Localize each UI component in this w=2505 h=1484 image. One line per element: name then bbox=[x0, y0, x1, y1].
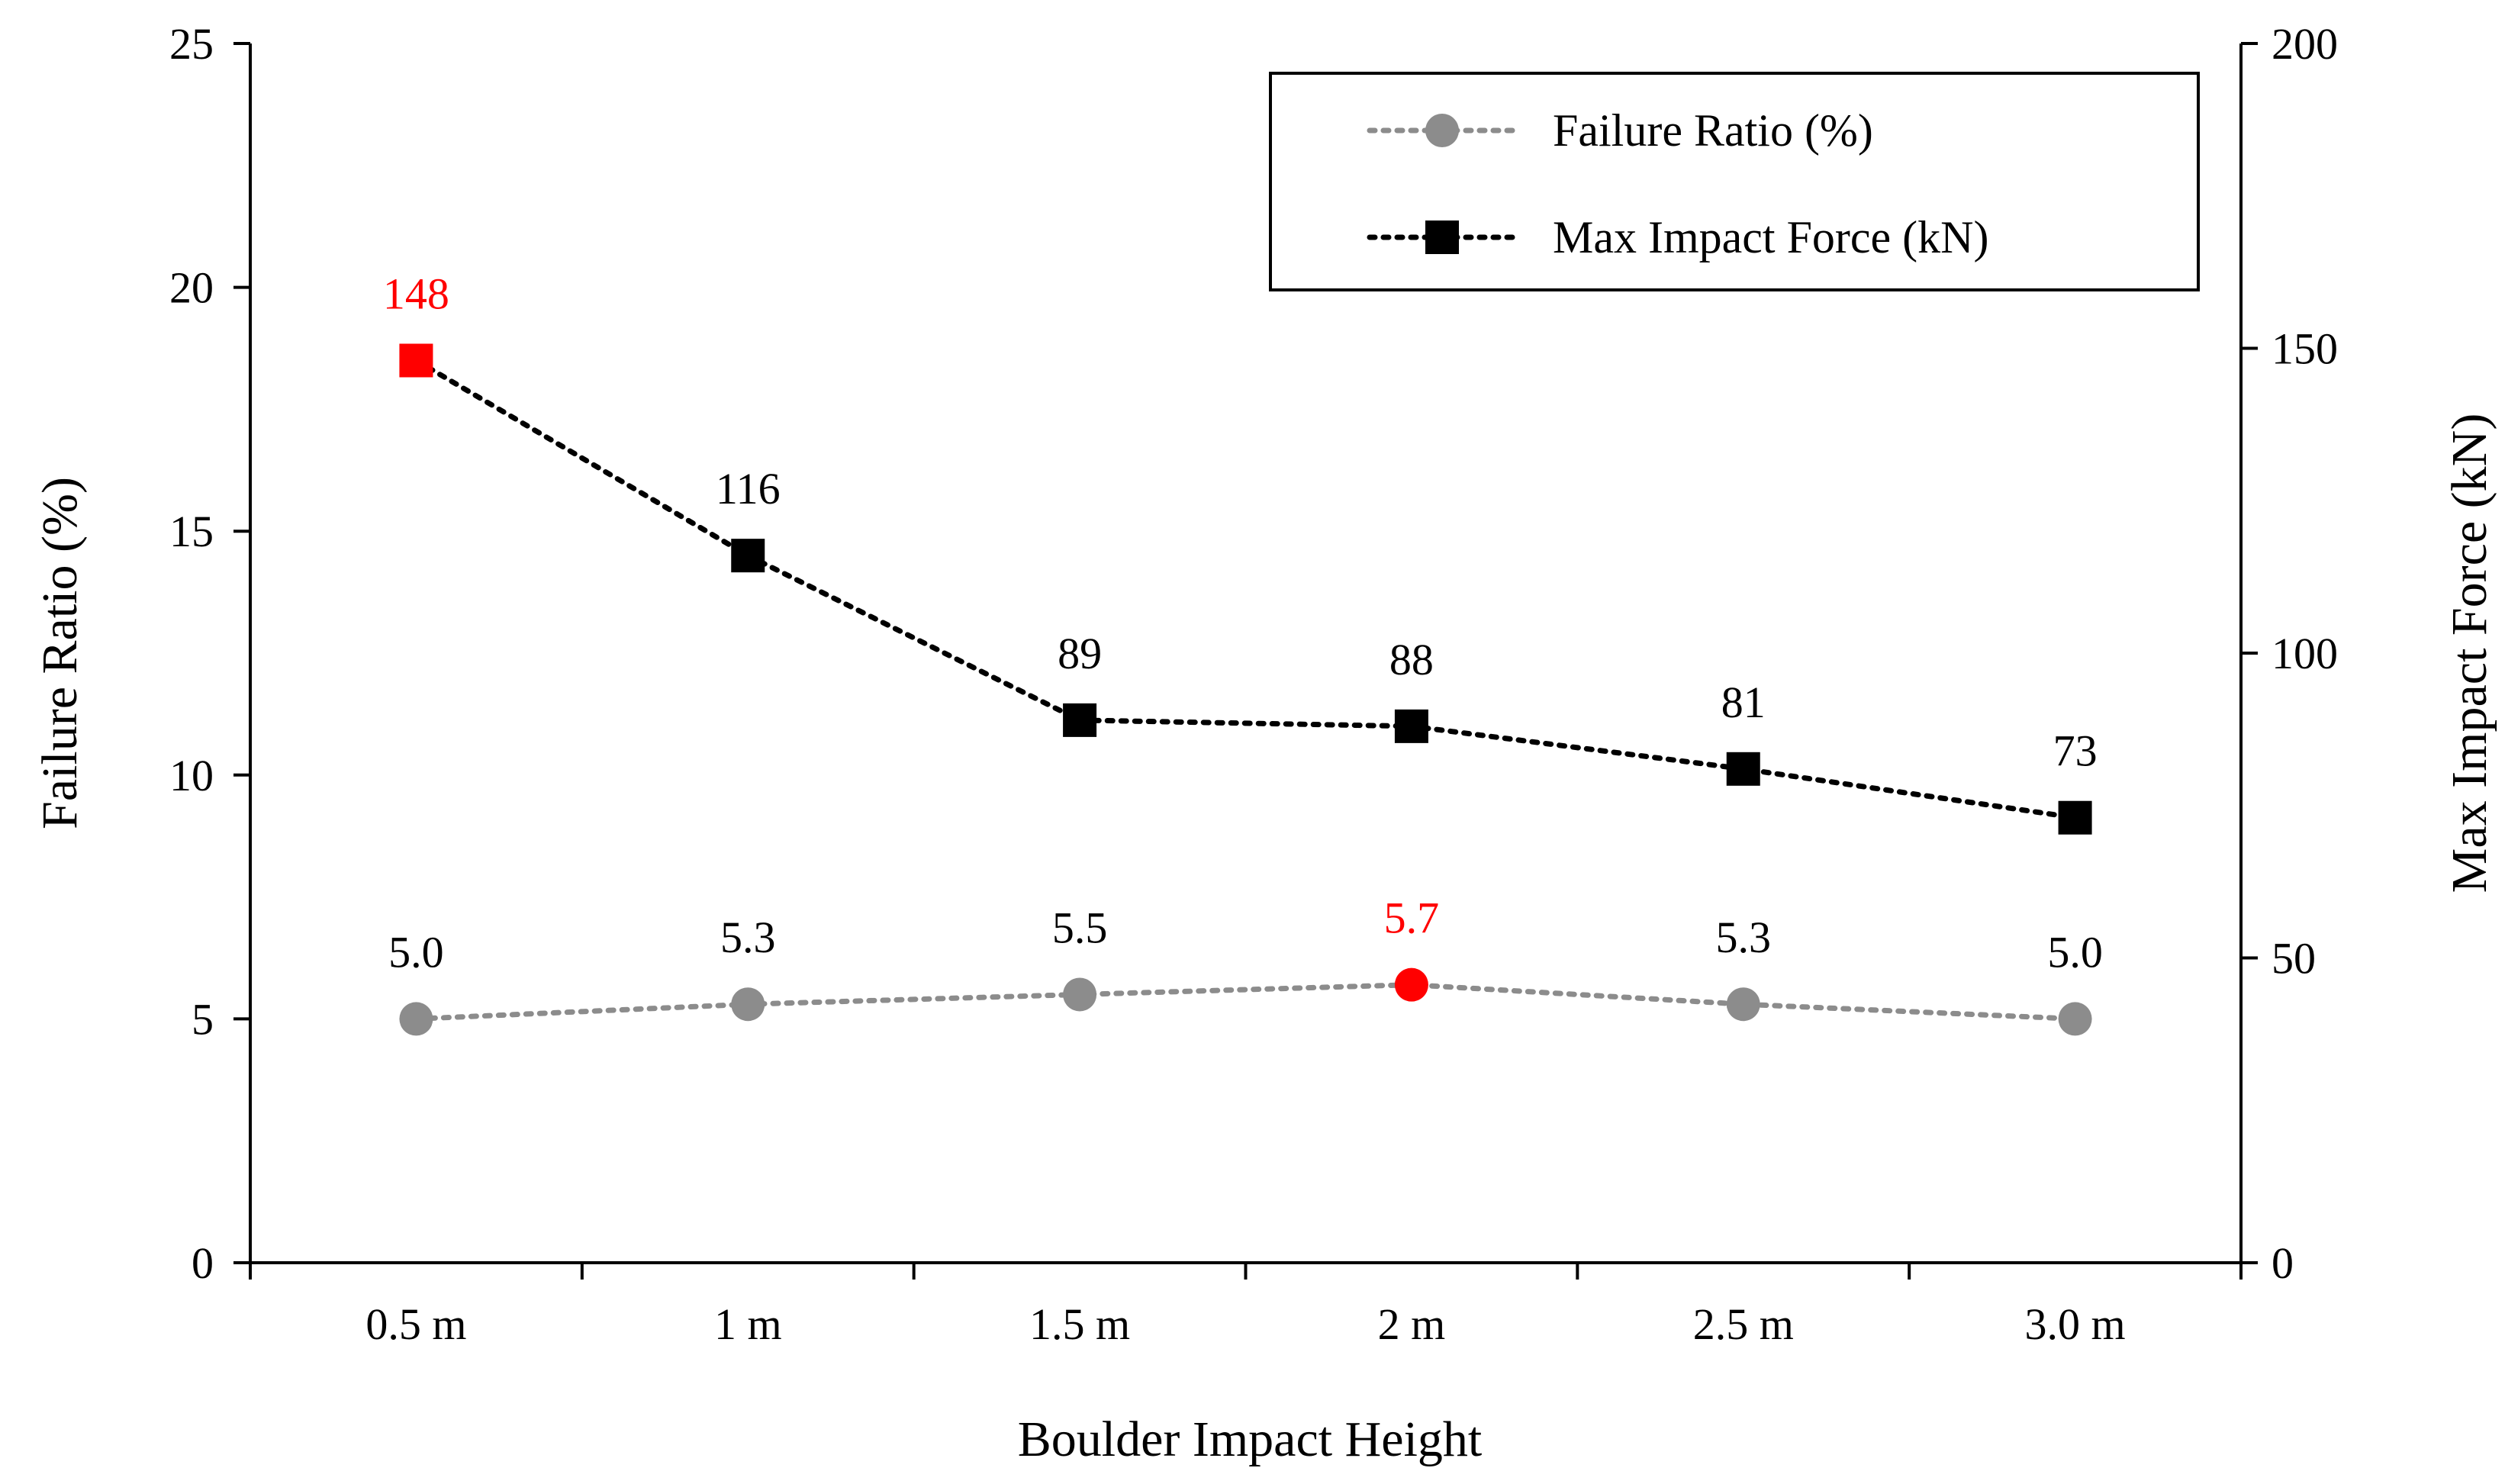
right-y-tick-label: 100 bbox=[2272, 629, 2338, 678]
x-tick-label: 2.5 m bbox=[1693, 1299, 1794, 1349]
max-impact-force-data-label: 73 bbox=[2053, 726, 2098, 776]
right-y-tick-label: 50 bbox=[2272, 934, 2316, 983]
failure-ratio-data-label: 5.7 bbox=[1384, 893, 1440, 943]
max-impact-force-point bbox=[399, 343, 433, 378]
x-tick-label: 0.5 m bbox=[365, 1299, 466, 1349]
failure-ratio-data-label: 5.0 bbox=[2047, 927, 2103, 977]
max-impact-force-data-label: 89 bbox=[1058, 629, 1102, 678]
max-impact-force-point bbox=[2058, 800, 2092, 835]
x-axis-ticks: 0.5 m 1 m 1.5 m 2 m 2.5 m 3.0 m bbox=[249, 1263, 2243, 1349]
failure-ratio-point bbox=[2058, 1002, 2092, 1036]
left-y-tick-label: 10 bbox=[169, 751, 214, 800]
left-y-axis-ticks: 0 5 10 15 20 25 bbox=[169, 19, 250, 1288]
right-y-axis-ticks: 0 50 100 150 200 bbox=[2241, 19, 2338, 1288]
left-y-axis-title: Failure Ratio (%) bbox=[32, 477, 88, 829]
max-impact-force-point bbox=[1726, 752, 1760, 786]
max-impact-force-data-label: 88 bbox=[1389, 635, 1434, 684]
x-axis-title: Boulder Impact Height bbox=[1018, 1412, 1483, 1467]
max-impact-force-data-label: 116 bbox=[716, 464, 781, 513]
max-impact-force-series-line bbox=[413, 357, 2078, 821]
x-tick-label: 2 m bbox=[1378, 1299, 1446, 1349]
legend: Failure Ratio (%) Max Impact Force (kN) bbox=[1269, 72, 2200, 291]
max-impact-force-data-label: 81 bbox=[1721, 678, 1766, 727]
max-impact-force-point bbox=[1063, 703, 1097, 737]
left-y-tick-label: 15 bbox=[169, 507, 214, 556]
left-y-tick-label: 20 bbox=[169, 263, 214, 313]
x-tick-label: 3.0 m bbox=[2025, 1299, 2126, 1349]
right-y-tick-label: 150 bbox=[2272, 324, 2338, 374]
failure-ratio-series-line bbox=[413, 982, 2078, 1022]
legend-marker-failure-ratio bbox=[1425, 114, 1459, 147]
left-y-tick-label: 5 bbox=[192, 994, 214, 1044]
left-y-tick-label: 0 bbox=[192, 1238, 214, 1288]
failure-ratio-point bbox=[399, 1002, 433, 1036]
right-y-tick-label: 200 bbox=[2272, 19, 2338, 69]
right-y-axis-title: Max Impact Force (kN) bbox=[2442, 414, 2497, 893]
failure-ratio-point bbox=[1726, 987, 1760, 1022]
series-layer: 5.0 5.3 5.5 5.7 5.3 5.0 148 116 89 88 81 73 bbox=[383, 269, 2103, 1036]
right-y-tick-label: 0 bbox=[2272, 1238, 2294, 1288]
max-impact-force-point bbox=[731, 539, 765, 573]
legend-label-max-impact-force: Max Impact Force (kN) bbox=[1553, 212, 1988, 262]
left-y-tick-label: 25 bbox=[169, 19, 214, 69]
failure-ratio-data-label: 5.0 bbox=[388, 927, 444, 977]
failure-ratio-point bbox=[1063, 977, 1097, 1012]
x-tick-label: 1 m bbox=[714, 1299, 782, 1349]
legend-box bbox=[1269, 72, 2200, 291]
max-impact-force-point bbox=[1394, 709, 1428, 743]
failure-ratio-data-label: 5.3 bbox=[720, 913, 776, 962]
x-tick-label: 1.5 m bbox=[1029, 1299, 1130, 1349]
failure-ratio-point bbox=[731, 987, 765, 1022]
failure-ratio-data-label: 5.5 bbox=[1052, 903, 1108, 952]
legend-marker-max-impact-force bbox=[1425, 221, 1459, 254]
max-impact-force-data-label: 148 bbox=[383, 269, 449, 318]
legend-label-failure-ratio: Failure Ratio (%) bbox=[1553, 105, 1873, 156]
failure-ratio-data-label: 5.3 bbox=[1716, 913, 1772, 962]
failure-ratio-point bbox=[1394, 967, 1428, 1002]
